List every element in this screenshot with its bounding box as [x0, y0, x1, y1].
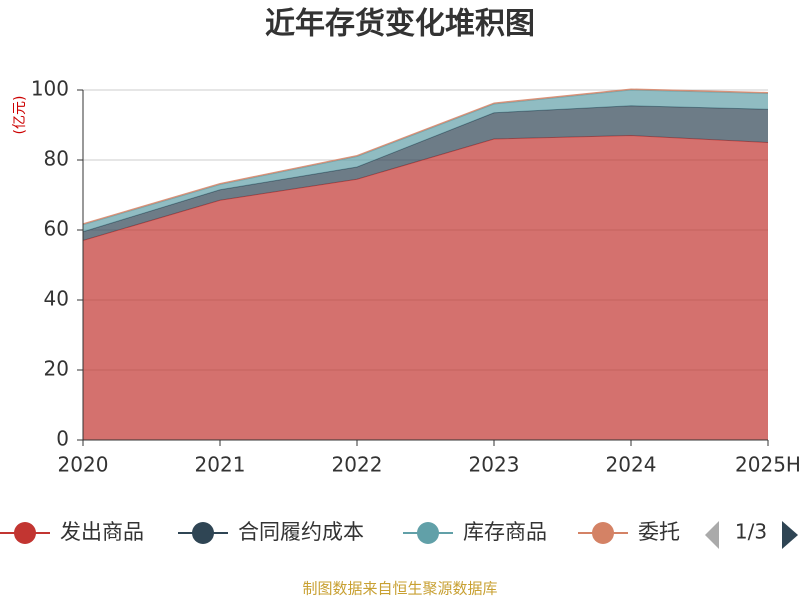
legend-label: 委托	[638, 520, 680, 544]
y-tick-label: 60	[44, 217, 69, 241]
y-tick-label: 0	[56, 427, 69, 451]
y-tick-label: 80	[44, 147, 69, 171]
x-tick-label: 2024	[606, 453, 657, 477]
legend-label: 发出商品	[60, 520, 144, 544]
x-tick-label: 2020	[58, 453, 109, 477]
y-tick-label: 20	[44, 357, 69, 381]
x-tick-label: 2021	[195, 453, 246, 477]
y-tick-label: 100	[31, 77, 69, 101]
x-tick-label: 2023	[469, 453, 520, 477]
area	[83, 90, 768, 232]
legend-prev[interactable]	[705, 521, 719, 549]
area	[83, 105, 768, 241]
x-tick-label: 2025H	[735, 453, 800, 477]
chart-title: 近年存货变化堆积图	[265, 7, 535, 42]
legend-label: 合同履约成本	[238, 520, 364, 544]
legend-next[interactable]	[782, 521, 798, 549]
legend-label: 库存商品	[463, 520, 547, 544]
legend-marker	[192, 522, 214, 544]
legend-marker	[417, 522, 439, 544]
y-tick-label: 40	[44, 287, 69, 311]
x-tick-label: 2022	[332, 453, 383, 477]
area-line	[82, 88, 769, 225]
legend-page: 1/3	[735, 520, 767, 544]
y-axis-label: (亿元)	[12, 96, 28, 135]
source: 制图数据来自恒生聚源数据库	[302, 580, 497, 598]
legend-marker	[592, 522, 614, 544]
legend-marker	[14, 522, 36, 544]
area	[83, 135, 768, 440]
